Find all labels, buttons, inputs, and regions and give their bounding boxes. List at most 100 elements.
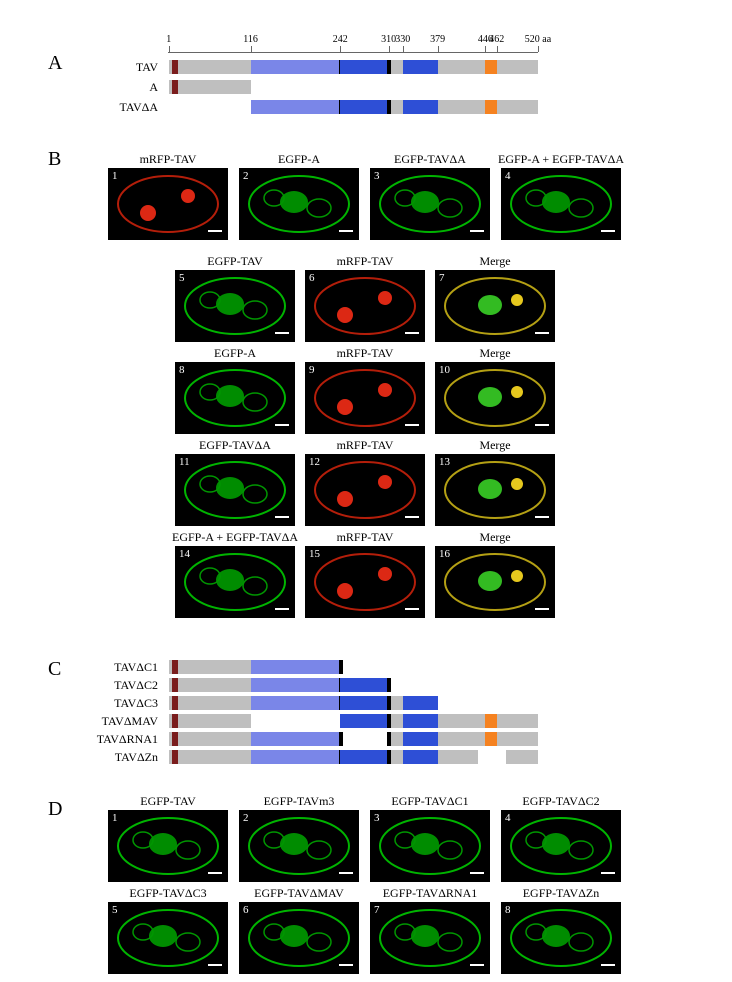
domain-bar: [168, 732, 538, 746]
panel-number: 12: [309, 456, 320, 468]
domain-segment: [172, 732, 178, 746]
tick-mark: [497, 46, 498, 52]
microscopy-image: [435, 362, 555, 434]
microscopy-image: [370, 902, 490, 974]
panel-b-letter: B: [48, 148, 61, 171]
microscopy-image: [108, 810, 228, 882]
microscopy-image: [435, 270, 555, 342]
domain-segment: [172, 60, 178, 74]
domain-segment: [485, 100, 496, 114]
domain-segment: [339, 732, 343, 746]
domain-segment: [251, 732, 341, 746]
panel-number: 16: [439, 548, 450, 560]
tick-mark: [251, 46, 252, 52]
domain-segment: [172, 678, 178, 692]
domain-segment: [172, 660, 178, 674]
image-label: Merge: [415, 254, 575, 269]
microscopy-image: [175, 270, 295, 342]
domain-bar: [168, 80, 538, 94]
domain-bar: [168, 696, 538, 710]
domain-segment: [340, 60, 388, 74]
domain-segment: [387, 60, 391, 74]
domain-segment: [403, 696, 438, 710]
domain-segment: [251, 678, 341, 692]
microscopy-image: [501, 168, 621, 240]
domain-segment: [403, 714, 438, 728]
domain-segment: [340, 100, 388, 114]
domain-segment: [251, 660, 341, 674]
tick-mark: [389, 46, 390, 52]
microscopy-image: [370, 810, 490, 882]
domain-bar: [168, 714, 538, 728]
microscopy-image: [305, 546, 425, 618]
microscopy-image: [305, 270, 425, 342]
domain-segment: [340, 750, 388, 764]
microscopy-image: [239, 810, 359, 882]
panel-number: 15: [309, 548, 320, 560]
panel-number: 4: [505, 812, 511, 824]
domain-segment: [387, 678, 391, 692]
panel-number: 9: [309, 364, 315, 376]
domain-segment: [387, 714, 391, 728]
panel-number: 7: [439, 272, 445, 284]
domain-segment: [172, 714, 178, 728]
row-label: TAVΔC2: [0, 678, 158, 693]
domain-segment: [340, 696, 388, 710]
domain-segment: [387, 696, 391, 710]
tick-label: 462: [489, 34, 504, 45]
microscopy-image: [175, 546, 295, 618]
domain-segment: [506, 750, 538, 764]
panel-number: 2: [243, 170, 249, 182]
tick-mark: [538, 46, 539, 52]
panel-number: 11: [179, 456, 190, 468]
panel-number: 1: [112, 812, 118, 824]
row-label: TAVΔMAV: [0, 714, 158, 729]
panel-number: 6: [309, 272, 315, 284]
domain-segment: [339, 660, 343, 674]
microscopy-image: [435, 546, 555, 618]
tick-label: 1: [166, 34, 171, 45]
row-label: TAVΔC1: [0, 660, 158, 675]
microscopy-image: [239, 168, 359, 240]
panel-number: 14: [179, 548, 190, 560]
tick-mark: [403, 46, 404, 52]
domain-bar: [168, 678, 538, 692]
domain-segment: [251, 750, 341, 764]
domain-segment: [387, 732, 391, 746]
image-label: Merge: [415, 530, 575, 545]
tick-label: 310: [381, 34, 396, 45]
domain-bar: [168, 750, 538, 764]
domain-segment: [485, 714, 496, 728]
panel-number: 3: [374, 170, 380, 182]
axis-line: [168, 52, 538, 53]
image-label: EGFP-A + EGFP-TAVΔA: [481, 152, 641, 167]
panel-number: 3: [374, 812, 380, 824]
microscopy-image: [435, 454, 555, 526]
row-label: TAVΔC3: [0, 696, 158, 711]
domain-segment: [403, 60, 438, 74]
domain-segment: [251, 696, 341, 710]
domain-segment: [403, 732, 438, 746]
domain-segment: [340, 714, 388, 728]
domain-segment: [172, 696, 178, 710]
image-label: Merge: [415, 438, 575, 453]
panel-number: 6: [243, 904, 249, 916]
domain-segment: [403, 100, 438, 114]
microscopy-image: [175, 362, 295, 434]
tick-mark: [169, 46, 170, 52]
panel-d-letter: D: [48, 798, 62, 821]
microscopy-image: [305, 454, 425, 526]
panel-number: 5: [112, 904, 118, 916]
panel-number: 7: [374, 904, 380, 916]
image-label: EGFP-TAVΔZn: [481, 886, 641, 901]
domain-segment: [172, 80, 178, 94]
domain-bar: [168, 60, 538, 74]
row-label: TAVΔA: [0, 100, 158, 115]
panel-number: 4: [505, 170, 511, 182]
microscopy-image: [175, 454, 295, 526]
image-label: Merge: [415, 346, 575, 361]
microscopy-image: [239, 902, 359, 974]
panel-number: 13: [439, 456, 450, 468]
domain-segment: [387, 100, 391, 114]
panel-number: 8: [179, 364, 185, 376]
